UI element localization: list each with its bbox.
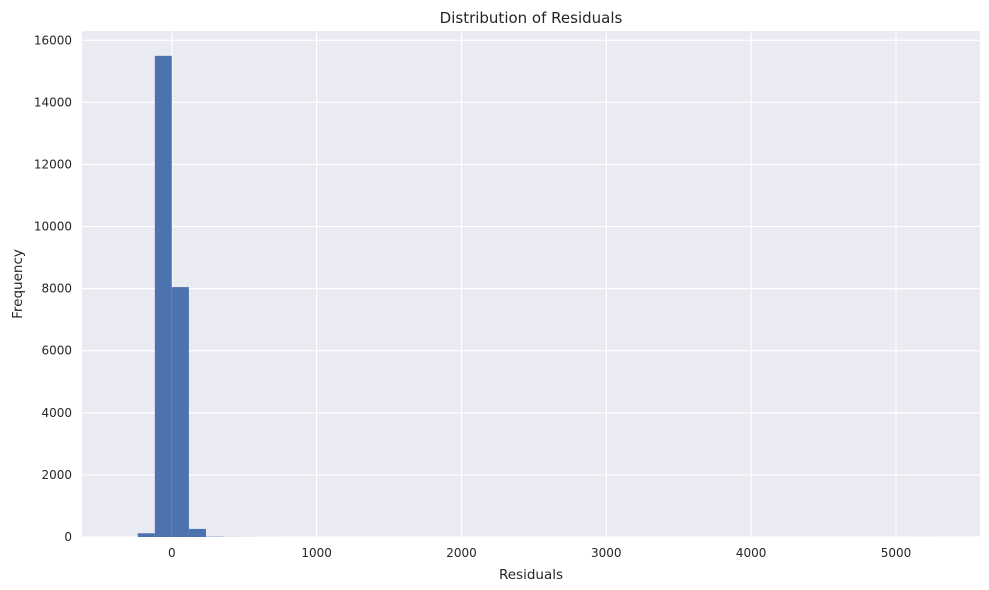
y-tick-label: 12000 xyxy=(34,157,72,171)
x-tick-label: 4000 xyxy=(736,546,767,560)
y-tick-label: 16000 xyxy=(34,33,72,47)
histogram-bar xyxy=(154,55,172,538)
y-tick-label: 14000 xyxy=(34,95,72,109)
y-tick-label: 2000 xyxy=(41,468,72,482)
x-tick-label: 5000 xyxy=(881,546,912,560)
histogram-bar xyxy=(137,533,155,537)
chart-title: Distribution of Residuals xyxy=(440,9,623,27)
histogram-bar xyxy=(171,287,189,537)
x-axis-title: Residuals xyxy=(499,567,563,583)
y-tick-label: 8000 xyxy=(41,282,72,296)
y-tick-label: 6000 xyxy=(41,344,72,358)
grid-lines xyxy=(82,31,980,538)
y-tick-label: 4000 xyxy=(41,406,72,420)
x-tick-label: 2000 xyxy=(446,546,477,560)
x-tick-label: 1000 xyxy=(301,546,332,560)
y-tick-label: 10000 xyxy=(34,220,72,234)
histogram-bar xyxy=(188,528,206,537)
x-tick-label: 0 xyxy=(168,546,176,560)
histogram-bars xyxy=(137,55,935,538)
y-axis-title: Frequency xyxy=(10,249,26,319)
plot-area xyxy=(82,31,980,537)
x-tick-labels: 0 1000 2000 3000 4000 5000 xyxy=(168,546,911,560)
y-tick-labels: 0 2000 4000 6000 8000 10000 12000 14000 16000 xyxy=(34,33,72,544)
x-tick-label: 3000 xyxy=(591,546,622,560)
y-tick-label: 0 xyxy=(64,530,72,544)
